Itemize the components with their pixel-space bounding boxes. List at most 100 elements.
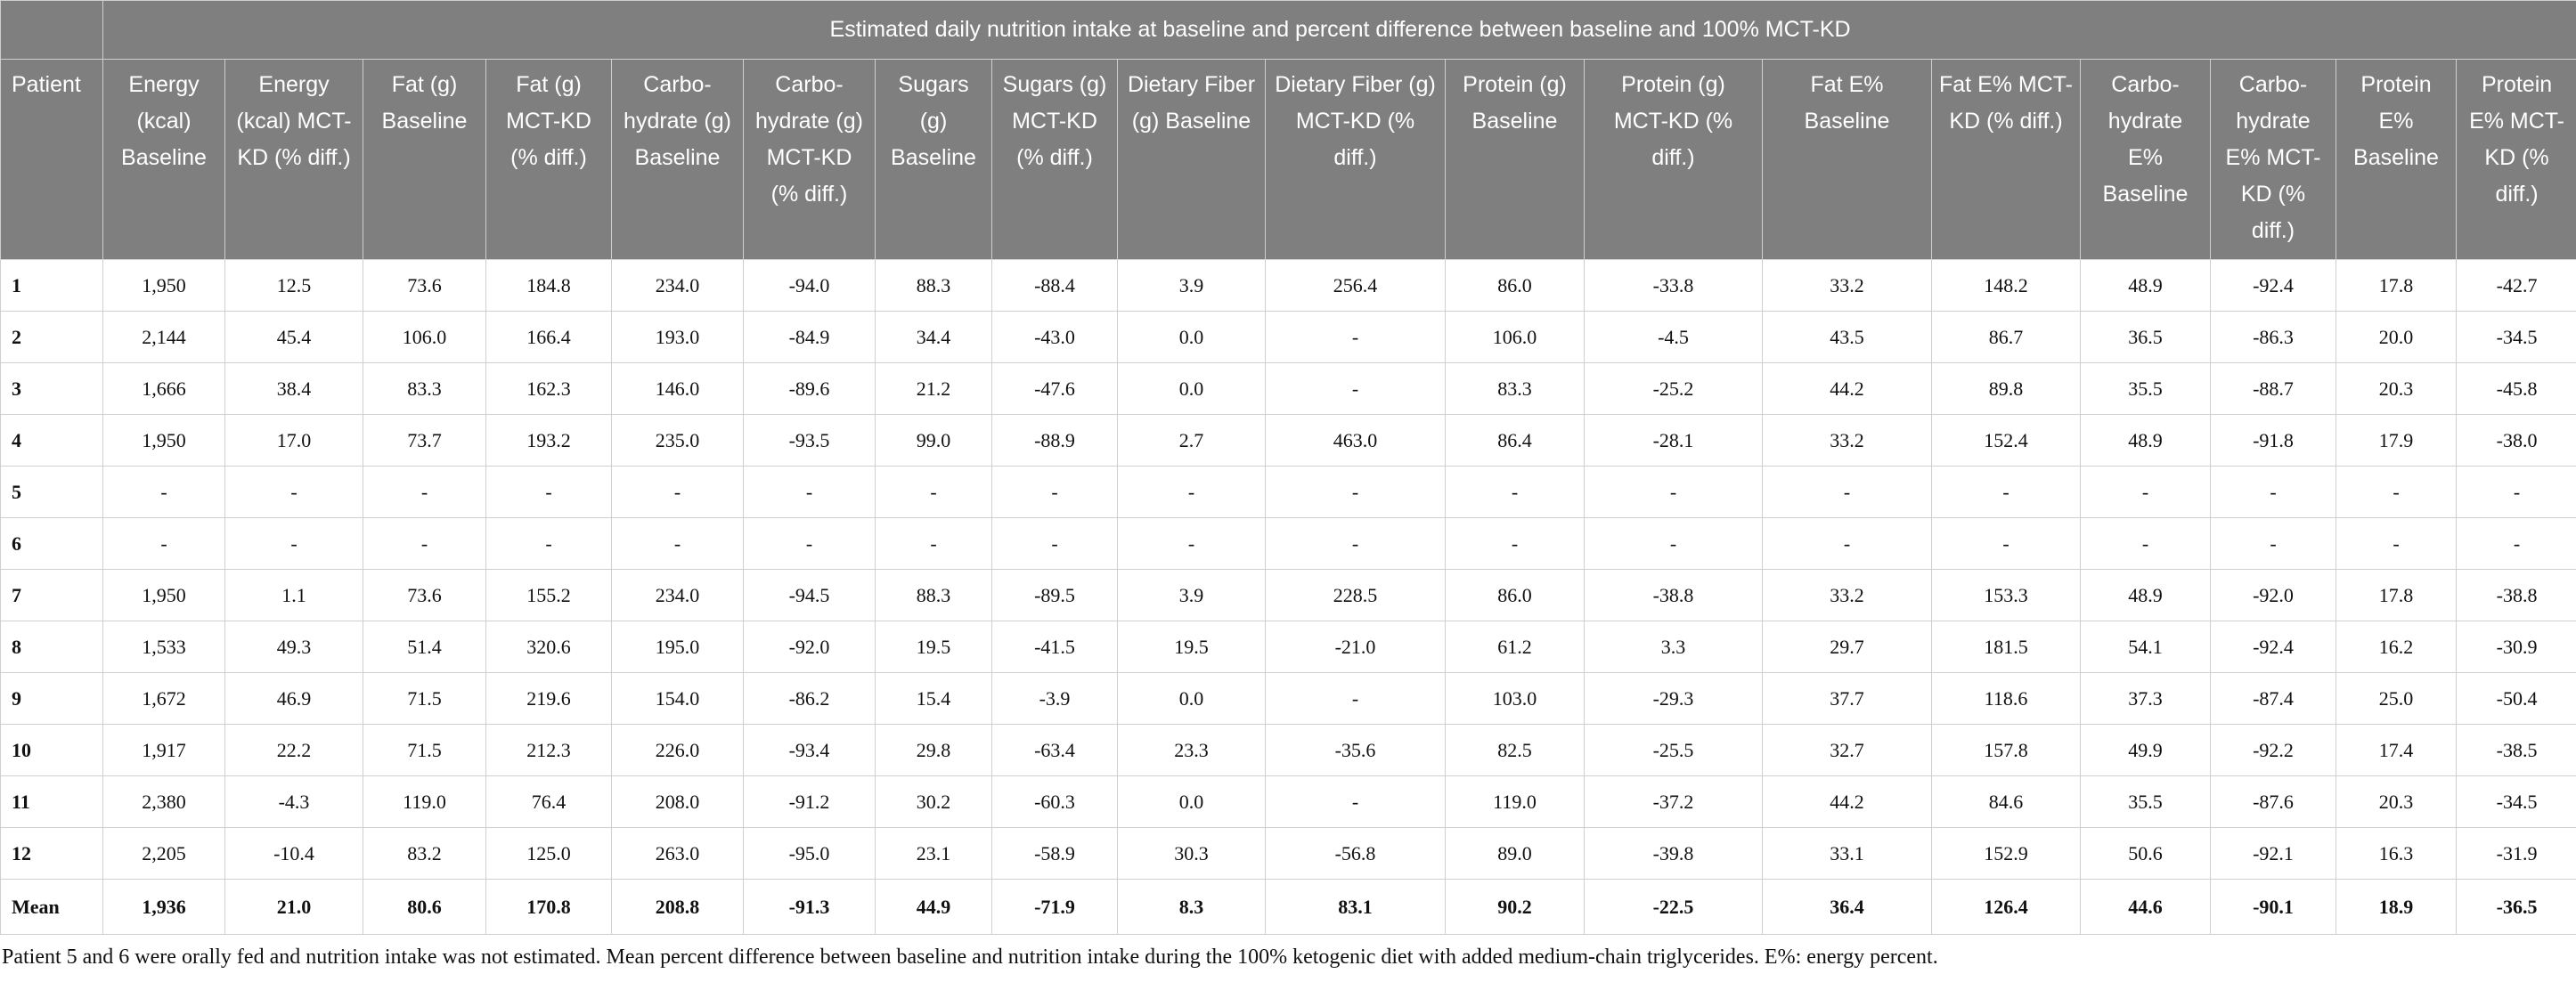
patient-id-cell: 12 bbox=[0, 827, 103, 880]
table-cell: 17.8 bbox=[2336, 569, 2457, 621]
column-header: Sugars (g) MCT-KD (% diff.) bbox=[991, 59, 1118, 260]
table-cell: -38.5 bbox=[2455, 724, 2576, 776]
table-cell: 1,950 bbox=[102, 259, 225, 312]
table-cell: -71.9 bbox=[991, 879, 1118, 935]
table-cell: 54.1 bbox=[2080, 621, 2211, 673]
table-cell: 15.4 bbox=[875, 672, 992, 725]
table-cell: 320.6 bbox=[485, 621, 612, 673]
column-header: Patient bbox=[0, 59, 103, 260]
table-cell: 84.6 bbox=[1931, 775, 2081, 828]
table-cell: 45.4 bbox=[224, 311, 363, 363]
table-cell: 34.4 bbox=[875, 311, 992, 363]
table-cell: - bbox=[1445, 517, 1585, 570]
table-cell: -31.9 bbox=[2455, 827, 2576, 880]
table-cell: - bbox=[1265, 775, 1446, 828]
table-cell: 36.5 bbox=[2080, 311, 2211, 363]
table-row: 8 1,533 49.3 51.4 320.6 195.0 -92.0 19.5 -41.5 19… bbox=[0, 621, 2576, 673]
table-cell: 256.4 bbox=[1265, 259, 1446, 312]
table-cell: 1,936 bbox=[102, 879, 225, 935]
table-cell: 51.4 bbox=[363, 621, 486, 673]
table-cell: -10.4 bbox=[224, 827, 363, 880]
table-cell: - bbox=[224, 517, 363, 570]
table-cell: -41.5 bbox=[991, 621, 1118, 673]
table-cell: 1,666 bbox=[102, 362, 225, 415]
table-cell: 36.4 bbox=[1762, 879, 1932, 935]
table-cell: -84.9 bbox=[743, 311, 876, 363]
table-cell: 155.2 bbox=[485, 569, 612, 621]
table-cell: -93.5 bbox=[743, 414, 876, 467]
table-cell: 83.2 bbox=[363, 827, 486, 880]
table-cell: - bbox=[1117, 517, 1266, 570]
table-row: 9 1,672 46.9 71.5 219.6 154.0 -86.2 15.4 -3.9 0.0… bbox=[0, 672, 2576, 725]
table-cell: -88.7 bbox=[2210, 362, 2336, 415]
table-cell: 234.0 bbox=[611, 259, 744, 312]
table-cell: 88.3 bbox=[875, 259, 992, 312]
table-row: 11 2,380 -4.3 119.0 76.4 208.0 -91.2 30.2 -60.3 0… bbox=[0, 775, 2576, 828]
table-cell: 71.5 bbox=[363, 672, 486, 725]
table-cell: 219.6 bbox=[485, 672, 612, 725]
table-cell: 37.7 bbox=[1762, 672, 1932, 725]
table-cell: 48.9 bbox=[2080, 569, 2211, 621]
table-cell: 32.7 bbox=[1762, 724, 1932, 776]
table-cell: 46.9 bbox=[224, 672, 363, 725]
table-cell: -25.5 bbox=[1584, 724, 1763, 776]
patient-id-cell: 3 bbox=[0, 362, 103, 415]
table-cell: 1,950 bbox=[102, 569, 225, 621]
table-cell: 184.8 bbox=[485, 259, 612, 312]
table-cell: - bbox=[2210, 466, 2336, 518]
table-cell: 33.1 bbox=[1762, 827, 1932, 880]
table-cell: - bbox=[875, 466, 992, 518]
table-cell: 126.4 bbox=[1931, 879, 2081, 935]
table-cell: 106.0 bbox=[363, 311, 486, 363]
table-cell: 89.8 bbox=[1931, 362, 2081, 415]
table-cell: -39.8 bbox=[1584, 827, 1763, 880]
table-cell: 234.0 bbox=[611, 569, 744, 621]
table-cell: -38.8 bbox=[2455, 569, 2576, 621]
table-cell: 0.0 bbox=[1117, 775, 1266, 828]
table-cell: - bbox=[1931, 466, 2081, 518]
table-cell: 152.9 bbox=[1931, 827, 2081, 880]
table-cell: 119.0 bbox=[1445, 775, 1585, 828]
table-cell: 1.1 bbox=[224, 569, 363, 621]
table-cell: -4.5 bbox=[1584, 311, 1763, 363]
column-header-row: Patient Energy (kcal) Baseline Energy (kca… bbox=[0, 59, 2576, 260]
table-cell: - bbox=[2210, 517, 2336, 570]
table-cell: 76.4 bbox=[485, 775, 612, 828]
table-cell: 0.0 bbox=[1117, 672, 1266, 725]
table-cell: 73.7 bbox=[363, 414, 486, 467]
table-cell: -30.9 bbox=[2455, 621, 2576, 673]
table-cell: 83.1 bbox=[1265, 879, 1446, 935]
table-cell: - bbox=[991, 517, 1118, 570]
table-cell: 20.3 bbox=[2336, 775, 2457, 828]
column-header: Dietary Fiber (g) MCT-KD (% diff.) bbox=[1265, 59, 1446, 260]
table-cell: -91.2 bbox=[743, 775, 876, 828]
table-cell: - bbox=[1762, 466, 1932, 518]
table-row: 2 2,144 45.4 106.0 166.4 193.0 -84.9 34.4 -43.0 0… bbox=[0, 311, 2576, 363]
table-cell: -42.7 bbox=[2455, 259, 2576, 312]
table-cell: -29.3 bbox=[1584, 672, 1763, 725]
table-cell: 1,950 bbox=[102, 414, 225, 467]
table-cell: -95.0 bbox=[743, 827, 876, 880]
column-header: Carbo-hydrate (g) MCT-KD (% diff.) bbox=[743, 59, 876, 260]
column-header: Energy (kcal) Baseline bbox=[102, 59, 225, 260]
table-cell: -60.3 bbox=[991, 775, 1118, 828]
table-cell: -36.5 bbox=[2455, 879, 2576, 935]
table-cell: 0.0 bbox=[1117, 362, 1266, 415]
group-header-blank-cell bbox=[0, 0, 103, 60]
table-cell: - bbox=[363, 517, 486, 570]
table-cell: 86.0 bbox=[1445, 569, 1585, 621]
table-cell: -34.5 bbox=[2455, 311, 2576, 363]
table-cell: 106.0 bbox=[1445, 311, 1585, 363]
table-cell: 103.0 bbox=[1445, 672, 1585, 725]
table-cell: - bbox=[485, 466, 612, 518]
table-cell: 170.8 bbox=[485, 879, 612, 935]
table-cell: 88.3 bbox=[875, 569, 992, 621]
table-cell: - bbox=[485, 517, 612, 570]
table-cell: 3.9 bbox=[1117, 569, 1266, 621]
table-cell: -38.8 bbox=[1584, 569, 1763, 621]
table-cell: -86.2 bbox=[743, 672, 876, 725]
patient-id-cell: 7 bbox=[0, 569, 103, 621]
table-cell: - bbox=[611, 466, 744, 518]
table-cell: 30.2 bbox=[875, 775, 992, 828]
table-cell: 35.5 bbox=[2080, 775, 2211, 828]
